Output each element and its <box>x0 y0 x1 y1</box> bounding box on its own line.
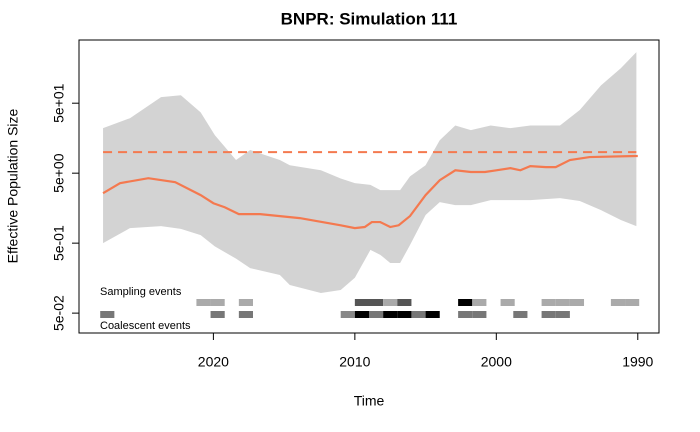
sampling-event <box>354 299 369 306</box>
sampling-event <box>397 299 412 306</box>
coalescent-event <box>425 311 440 318</box>
sampling-event <box>383 299 398 306</box>
y-axis-label: Effective Population Size <box>5 108 21 263</box>
sampling-event <box>610 299 626 306</box>
sampling-event <box>238 299 253 306</box>
coalescent-event <box>354 311 369 318</box>
coalescent-event <box>340 311 355 318</box>
x-tick-label: 2020 <box>198 354 229 370</box>
sampling-event <box>210 299 225 306</box>
sampling-event <box>625 299 640 306</box>
sampling-event <box>569 299 585 306</box>
coalescent-event <box>472 311 487 318</box>
coalescent-event <box>369 311 384 318</box>
chart-title: BNPR: Simulation 111 <box>281 9 458 28</box>
credible-band <box>103 52 637 293</box>
x-tick-label: 2000 <box>481 354 512 370</box>
x-tick-label: 2010 <box>339 354 370 370</box>
plot-frame <box>78 39 660 334</box>
sampling-event <box>369 299 384 306</box>
coalescent-event <box>411 311 426 318</box>
coalescent-event <box>100 311 115 318</box>
events-label: Coalescent events <box>100 320 191 332</box>
y-tick-label: 5e-02 <box>51 295 67 331</box>
events-label: Sampling events <box>100 286 182 298</box>
coalescent-event <box>458 311 473 318</box>
coalescent-event <box>383 311 398 318</box>
coalescent-event <box>555 311 570 318</box>
sampling-event <box>472 299 487 306</box>
y-tick-label: 5e-01 <box>51 225 67 261</box>
coalescent-event <box>397 311 412 318</box>
sampling-event <box>196 299 211 306</box>
coalescent-event <box>210 311 225 318</box>
x-axis-label: Time <box>354 393 385 409</box>
y-tick-label: 5e+01 <box>51 83 67 123</box>
sampling-event <box>458 299 473 306</box>
coalescent-event <box>238 311 253 318</box>
sampling-event <box>555 299 570 306</box>
sampling-event <box>541 299 556 306</box>
coalescent-event <box>513 311 528 318</box>
x-tick-label: 1990 <box>622 354 653 370</box>
coalescent-event <box>541 311 556 318</box>
y-tick-label: 5e+00 <box>51 153 67 193</box>
median-line <box>102 154 638 230</box>
sampling-event <box>500 299 515 306</box>
